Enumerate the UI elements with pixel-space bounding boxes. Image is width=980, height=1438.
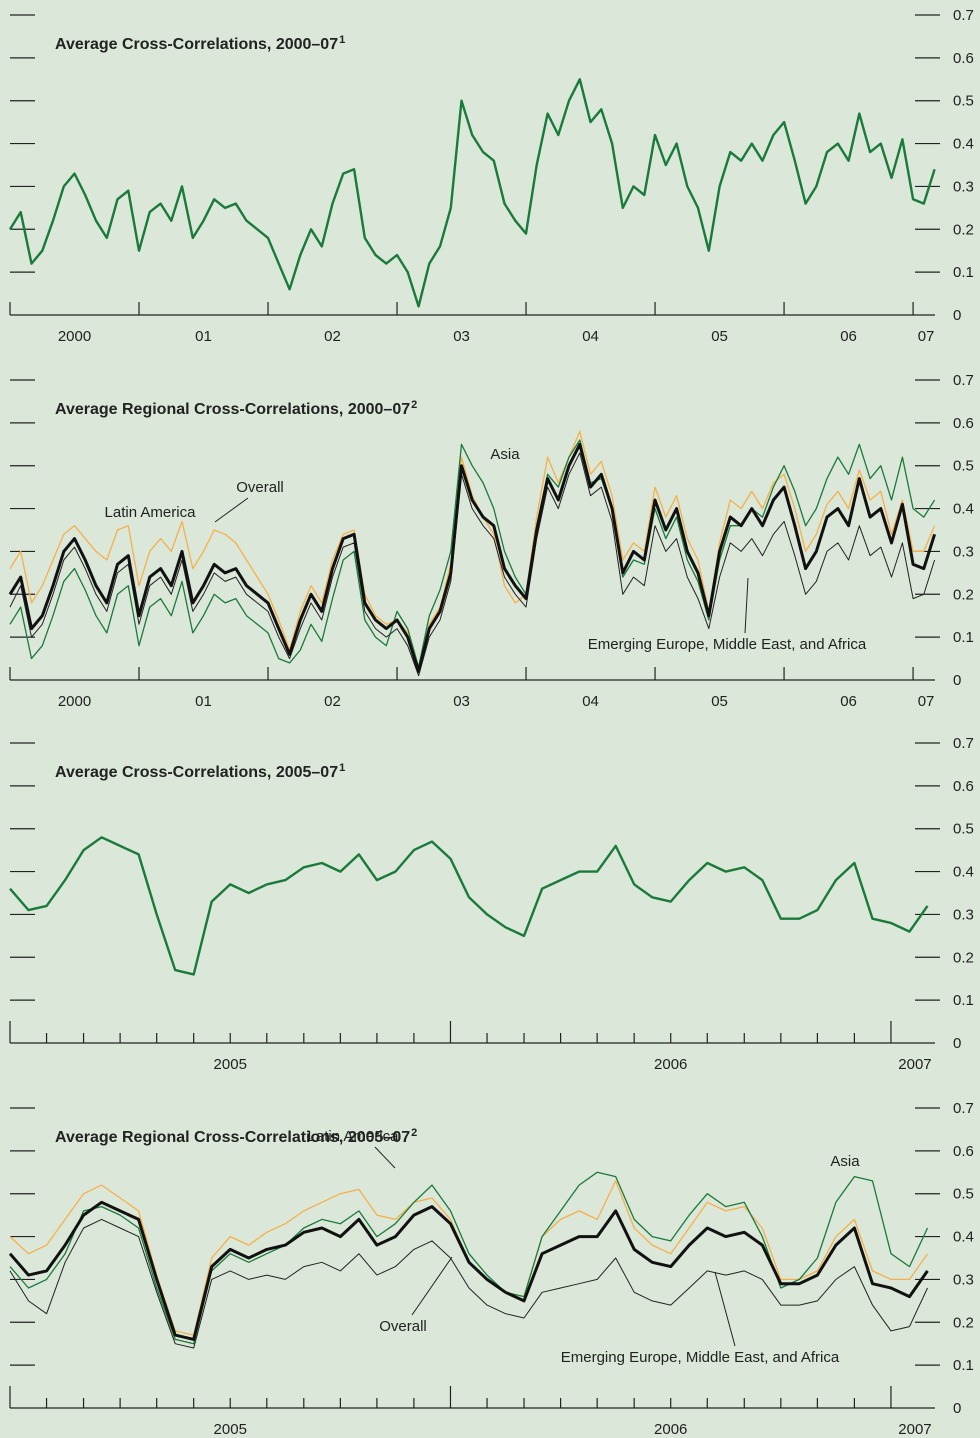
series-label: Latin America xyxy=(308,1128,400,1145)
series-line xyxy=(8,78,936,308)
series-label: Emerging Europe, Middle East, and Africa xyxy=(588,636,867,653)
y-tick-label: 0.7 xyxy=(953,1100,974,1117)
y-tick-label: 0.5 xyxy=(953,458,974,475)
y-tick-label: 0.4 xyxy=(953,136,974,153)
chart-title: Average Cross-Correlations, 2000–07 xyxy=(55,36,338,53)
y-tick-label: 0.1 xyxy=(953,629,974,646)
label-leader xyxy=(214,497,249,523)
y-tick-label: 0.3 xyxy=(953,178,974,195)
series-label: Overall xyxy=(379,1318,427,1335)
y-tick-label: 0.5 xyxy=(953,1186,974,1203)
series-label: Overall xyxy=(236,479,284,496)
y-tick-label: 0 xyxy=(953,1400,961,1417)
series-line xyxy=(9,836,929,976)
y-tick-label: 0.7 xyxy=(953,372,974,389)
y-tick-label: 0.7 xyxy=(953,735,974,752)
title-note: 2 xyxy=(411,399,417,411)
y-tick-label: 0.4 xyxy=(953,1229,974,1246)
y-tick-label: 0.2 xyxy=(953,949,974,966)
label-leader xyxy=(411,1256,453,1316)
y-tick-label: 0.2 xyxy=(953,221,974,238)
series-line xyxy=(8,442,937,673)
y-tick-label: 0.1 xyxy=(953,1357,974,1374)
title-note: 1 xyxy=(339,762,345,774)
x-tick-label: 04 xyxy=(582,328,599,345)
y-tick-label: 0.3 xyxy=(953,906,974,923)
series-line xyxy=(9,1218,928,1349)
y-tick-label: 0.1 xyxy=(953,264,974,281)
label-leader xyxy=(374,1146,396,1169)
series-line xyxy=(9,452,936,677)
y-tick-label: 0 xyxy=(953,307,961,324)
chart-title: Average Regional Cross-Correlations, 200… xyxy=(55,1129,410,1146)
y-tick-label: 0 xyxy=(953,1035,961,1052)
x-tick-label: 2005 xyxy=(214,1056,247,1073)
x-tick-label: 04 xyxy=(582,693,599,710)
x-tick-label: 2005 xyxy=(214,1421,247,1438)
chart-title: Average Regional Cross-Correlations, 200… xyxy=(55,401,410,418)
x-tick-label: 2006 xyxy=(654,1421,687,1438)
y-tick-label: 0.7 xyxy=(953,7,974,24)
y-tick-label: 0.4 xyxy=(953,501,974,518)
x-tick-label: 01 xyxy=(195,693,212,710)
y-tick-label: 0.2 xyxy=(953,586,974,603)
x-tick-label: 07 xyxy=(918,693,935,710)
panel: Average Regional Cross-Correlations, 200… xyxy=(8,1100,974,1438)
y-tick-label: 0.6 xyxy=(953,778,974,795)
y-tick-label: 0.6 xyxy=(953,50,974,67)
x-tick-label: 03 xyxy=(453,693,470,710)
x-tick-label: 2007 xyxy=(898,1421,931,1438)
x-tick-label: 2006 xyxy=(654,1056,687,1073)
y-tick-label: 0.3 xyxy=(953,543,974,560)
panel: Average Cross-Correlations, 2000–07 1 0 0.1… xyxy=(8,7,974,345)
title-note: 1 xyxy=(339,34,345,46)
x-tick-label: 05 xyxy=(711,693,728,710)
x-tick-label: 06 xyxy=(840,693,857,710)
chart-title: Average Cross-Correlations, 2005–07 xyxy=(55,764,338,781)
x-tick-label: 01 xyxy=(195,328,212,345)
x-tick-label: 02 xyxy=(324,693,341,710)
series-line xyxy=(9,1171,929,1345)
y-tick-label: 0.1 xyxy=(953,992,974,1009)
x-tick-label: 2000 xyxy=(58,328,91,345)
label-leader xyxy=(714,1271,736,1347)
series-line xyxy=(8,1200,929,1341)
series-label: Emerging Europe, Middle East, and Africa xyxy=(561,1349,840,1366)
panel: Average Regional Cross-Correlations, 200… xyxy=(8,372,974,710)
series-label: Asia xyxy=(830,1153,860,1170)
panel: Average Cross-Correlations, 2005–07 1 0 0.1… xyxy=(9,735,974,1073)
x-tick-label: 02 xyxy=(324,328,341,345)
y-tick-label: 0.3 xyxy=(953,1271,974,1288)
series-line xyxy=(9,439,936,668)
series-label: Latin America xyxy=(105,504,197,521)
x-tick-label: 03 xyxy=(453,328,470,345)
x-tick-label: 07 xyxy=(918,328,935,345)
x-tick-label: 05 xyxy=(711,328,728,345)
title-note: 2 xyxy=(411,1127,417,1139)
series-label: Asia xyxy=(490,446,520,463)
y-tick-label: 0.2 xyxy=(953,1314,974,1331)
y-tick-label: 0.5 xyxy=(953,821,974,838)
y-tick-label: 0.6 xyxy=(953,415,974,432)
y-tick-label: 0.5 xyxy=(953,93,974,110)
y-tick-label: 0.6 xyxy=(953,1143,974,1160)
x-tick-label: 06 xyxy=(840,328,857,345)
y-tick-label: 0.4 xyxy=(953,864,974,881)
y-tick-label: 0 xyxy=(953,672,961,689)
label-leader xyxy=(744,577,749,634)
x-tick-label: 2007 xyxy=(898,1056,931,1073)
x-tick-label: 2000 xyxy=(58,693,91,710)
